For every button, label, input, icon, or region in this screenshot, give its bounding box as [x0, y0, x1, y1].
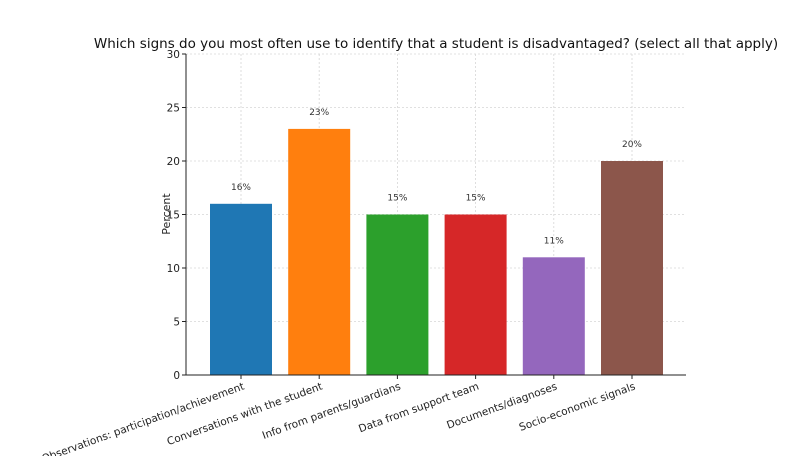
bar	[601, 161, 663, 375]
bar	[210, 203, 272, 375]
y-axis-label: Percent	[160, 193, 173, 235]
y-tick-label: 0	[173, 370, 180, 382]
y-tick-label: 25	[167, 103, 180, 115]
y-tick-label: 5	[173, 317, 180, 329]
data-label: 15%	[387, 194, 407, 204]
data-label: 20%	[622, 140, 642, 150]
axes	[182, 53, 686, 379]
bar	[522, 257, 585, 375]
data-label: 16%	[231, 183, 251, 193]
y-tick-label: 15	[167, 210, 180, 222]
data-label: 11%	[544, 236, 564, 246]
y-tick-label: 10	[167, 263, 180, 275]
bars	[210, 128, 663, 375]
bar	[288, 128, 351, 375]
chart-title: Which signs do you most often use to ide…	[94, 36, 778, 52]
bar	[444, 214, 507, 375]
x-tick-label: Info from parents/guardians	[261, 381, 403, 442]
y-tick-label: 30	[167, 49, 180, 61]
data-label: 15%	[466, 194, 486, 204]
bar	[366, 214, 429, 375]
y-tick-label: 20	[167, 156, 180, 168]
data-label: 23%	[309, 108, 329, 118]
